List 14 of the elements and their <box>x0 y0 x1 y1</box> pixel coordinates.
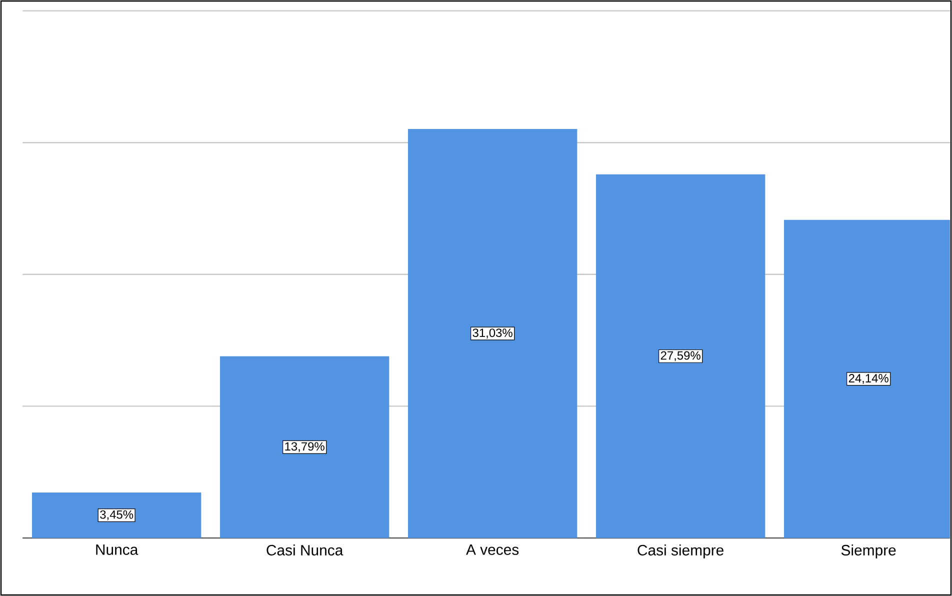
x-tick-label: Siempre <box>841 544 896 558</box>
data-label: 13,79% <box>285 442 324 452</box>
bar <box>220 356 390 538</box>
bar <box>408 129 578 538</box>
x-tick-label: Casi Nunca <box>266 544 344 556</box>
x-tick-label: A veces <box>466 544 519 555</box>
data-label: 27,59% <box>660 351 700 362</box>
x-tick-label: Casi siempre <box>638 544 724 558</box>
x-tick-label: Nunca <box>96 544 138 555</box>
bar <box>32 492 202 538</box>
data-label: 3,45% <box>100 510 134 520</box>
data-label: 24,14% <box>848 374 888 384</box>
data-label: 31,03% <box>472 328 512 338</box>
bar <box>596 174 766 538</box>
